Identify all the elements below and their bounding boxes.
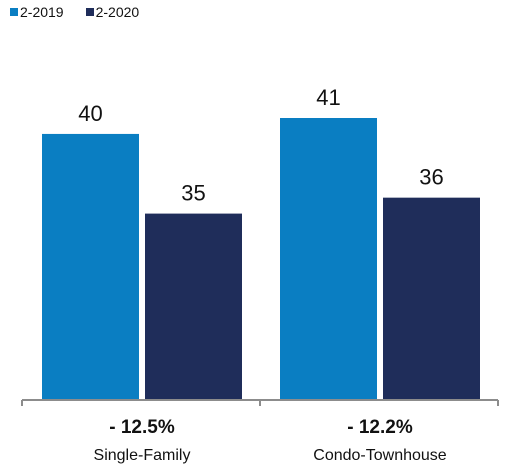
category-label-single-family: Single-Family [94,447,191,464]
legend-item-2019: 2-2019 [10,3,64,21]
legend-label-2019: 2-2019 [20,4,64,20]
legend-swatch-2020 [85,8,94,16]
value-label-2-2019-single-family: 40 [78,101,102,126]
bar-2-2020-single-family [145,213,242,400]
category-label-condo-townhouse: Condo-Townhouse [313,447,447,464]
change-label-condo-townhouse: - 12.2% [347,417,413,438]
legend-label-2020: 2-2020 [95,4,140,20]
bar-2-2019-single-family [42,133,139,401]
value-label-2-2020-single-family: 35 [181,181,205,206]
value-label-2-2019-condo-townhouse: 41 [316,85,340,110]
legend-swatch-2019 [10,8,18,16]
change-label-single-family: - 12.5% [109,417,175,438]
chart-legend: 2-2019 2-2020 [10,3,139,21]
legend-item-2020: 2-2020 [85,3,140,21]
bar-2-2019-condo-townhouse [280,118,377,400]
bar-2-2020-condo-townhouse [383,197,480,400]
value-label-2-2020-condo-townhouse: 36 [419,165,443,190]
